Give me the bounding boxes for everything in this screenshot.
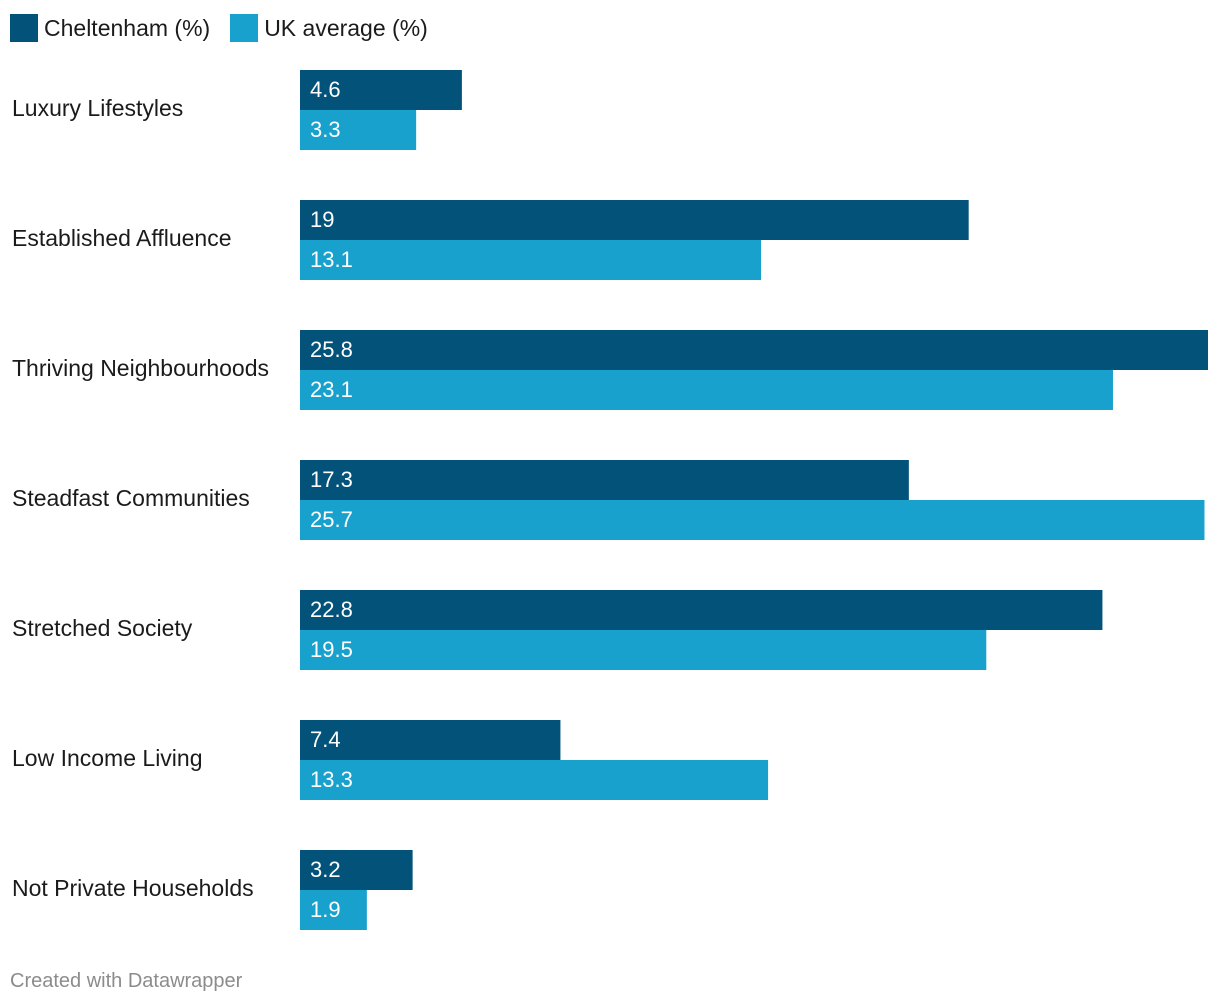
bar-cheltenham	[300, 720, 561, 760]
value-label: 3.2	[310, 857, 341, 882]
bar-group: Thriving Neighbourhoods 25.8 23.1	[12, 330, 1208, 410]
category-label: Stretched Society	[12, 615, 193, 641]
bar-uk-average	[300, 630, 987, 670]
legend-swatch-cheltenham	[10, 14, 38, 42]
value-label: 1.9	[310, 897, 341, 922]
category-label: Steadfast Communities	[12, 485, 250, 511]
bar-cheltenham	[300, 460, 909, 500]
value-label: 23.1	[310, 377, 353, 402]
footer-credit: Created with Datawrapper	[10, 970, 243, 992]
bar-uk-average	[300, 110, 417, 150]
value-label: 19	[310, 207, 334, 232]
value-label: 19.5	[310, 637, 353, 662]
legend-item-cheltenham: Cheltenham (%)	[10, 14, 210, 42]
value-label: 13.3	[310, 767, 353, 792]
bar-uk-average	[300, 890, 367, 930]
value-label: 4.6	[310, 77, 341, 102]
bar-cheltenham	[300, 200, 969, 240]
bar-group: Established Affluence 19 13.1	[12, 200, 969, 280]
category-label: Thriving Neighbourhoods	[12, 355, 269, 381]
category-label: Established Affluence	[12, 225, 232, 251]
category-label: Low Income Living	[12, 745, 203, 771]
bar-uk-average	[300, 500, 1205, 540]
value-label: 3.3	[310, 117, 341, 142]
bar-cheltenham	[300, 330, 1208, 370]
bar-uk-average	[300, 240, 762, 280]
category-label: Luxury Lifestyles	[12, 95, 183, 121]
legend-label-uk-average: UK average (%)	[264, 14, 428, 41]
value-label: 7.4	[310, 727, 341, 752]
legend-swatch-uk-average	[230, 14, 259, 42]
legend-label-cheltenham: Cheltenham (%)	[44, 14, 211, 41]
value-label: 17.3	[310, 467, 353, 492]
bar-group: Steadfast Communities 17.3 25.7	[12, 460, 1205, 540]
value-label: 22.8	[310, 597, 353, 622]
bar-cheltenham	[300, 850, 413, 890]
category-label: Not Private Households	[12, 875, 254, 901]
bar-group: Not Private Households 3.2 1.9	[12, 850, 413, 930]
bar-cheltenham	[300, 70, 462, 110]
value-label: 25.8	[310, 337, 353, 362]
value-label: 25.7	[310, 507, 353, 532]
bar-cheltenham	[300, 590, 1103, 630]
bar-group: Stretched Society 22.8 19.5	[12, 590, 1103, 670]
legend-item-uk-average: UK average (%)	[230, 14, 428, 42]
bar-uk-average	[300, 370, 1113, 410]
legend: Cheltenham (%) UK average (%)	[10, 12, 428, 44]
bar-group: Low Income Living 7.4 13.3	[12, 720, 769, 800]
bar-uk-average	[300, 760, 769, 800]
value-label: 13.1	[310, 247, 353, 272]
bar-group: Luxury Lifestyles 4.6 3.3	[12, 70, 462, 150]
